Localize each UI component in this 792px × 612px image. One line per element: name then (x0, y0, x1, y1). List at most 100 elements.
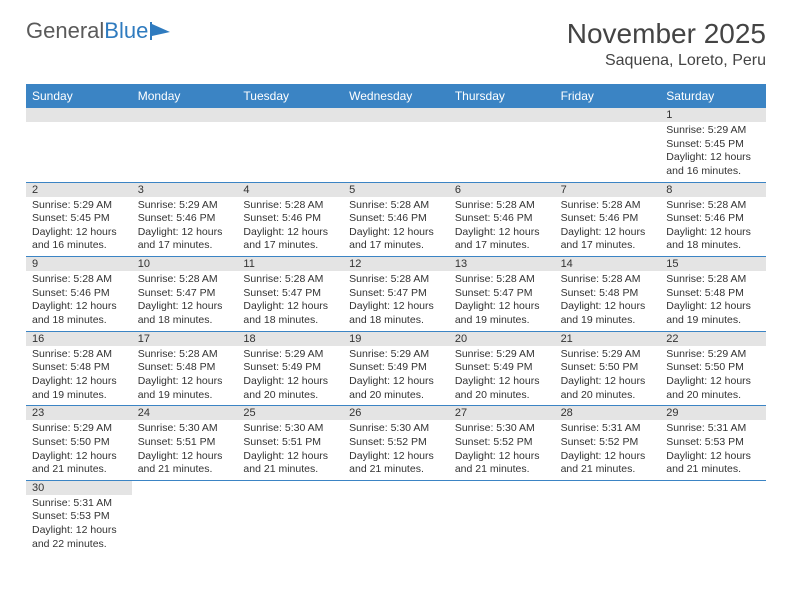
daylight-line: Daylight: 12 hours and 17 minutes. (561, 226, 655, 253)
sunset-line: Sunset: 5:50 PM (32, 436, 126, 450)
date-number: 26 (343, 406, 449, 420)
sunrise-line: Sunrise: 5:29 AM (32, 199, 126, 213)
daylight-line: Daylight: 12 hours and 19 minutes. (138, 375, 232, 402)
calendar-cell: 17Sunrise: 5:28 AMSunset: 5:48 PMDayligh… (132, 332, 238, 406)
calendar-cell-empty (449, 481, 555, 555)
sunrise-line: Sunrise: 5:28 AM (243, 199, 337, 213)
date-number (449, 481, 555, 495)
daylight-line: Daylight: 12 hours and 21 minutes. (349, 450, 443, 477)
daylight-line: Daylight: 12 hours and 16 minutes. (32, 226, 126, 253)
sunset-line: Sunset: 5:46 PM (349, 212, 443, 226)
daylight-line: Daylight: 12 hours and 21 minutes. (561, 450, 655, 477)
daylight-line: Daylight: 12 hours and 18 minutes. (349, 300, 443, 327)
sunrise-line: Sunrise: 5:30 AM (455, 422, 549, 436)
calendar-cell: 6Sunrise: 5:28 AMSunset: 5:46 PMDaylight… (449, 183, 555, 257)
weekday-tue: Tuesday (237, 84, 343, 108)
sunset-line: Sunset: 5:48 PM (666, 287, 760, 301)
sunrise-line: Sunrise: 5:31 AM (561, 422, 655, 436)
calendar-cell: 30Sunrise: 5:31 AMSunset: 5:53 PMDayligh… (26, 481, 132, 555)
daylight-line: Daylight: 12 hours and 17 minutes. (138, 226, 232, 253)
date-number (237, 481, 343, 495)
daylight-line: Daylight: 12 hours and 18 minutes. (666, 226, 760, 253)
calendar-cell: 14Sunrise: 5:28 AMSunset: 5:48 PMDayligh… (555, 257, 661, 331)
sunrise-line: Sunrise: 5:28 AM (666, 199, 760, 213)
sunrise-line: Sunrise: 5:29 AM (243, 348, 337, 362)
logo-text-2: Blue (104, 18, 148, 44)
date-number: 4 (237, 183, 343, 197)
date-number (555, 481, 661, 495)
calendar-cell: 7Sunrise: 5:28 AMSunset: 5:46 PMDaylight… (555, 183, 661, 257)
weekday-thu: Thursday (449, 84, 555, 108)
daylight-line: Daylight: 12 hours and 20 minutes. (455, 375, 549, 402)
daylight-line: Daylight: 12 hours and 21 minutes. (138, 450, 232, 477)
date-number: 12 (343, 257, 449, 271)
date-number: 24 (132, 406, 238, 420)
date-number (343, 108, 449, 122)
calendar-cell: 2Sunrise: 5:29 AMSunset: 5:45 PMDaylight… (26, 183, 132, 257)
sunset-line: Sunset: 5:46 PM (32, 287, 126, 301)
sunset-line: Sunset: 5:46 PM (455, 212, 549, 226)
calendar-cell-empty (555, 108, 661, 182)
location: Saquena, Loreto, Peru (567, 52, 766, 70)
date-number (132, 108, 238, 122)
sunrise-line: Sunrise: 5:28 AM (138, 348, 232, 362)
calendar-cell-empty (555, 481, 661, 555)
calendar-cell: 25Sunrise: 5:30 AMSunset: 5:51 PMDayligh… (237, 406, 343, 480)
sunrise-line: Sunrise: 5:28 AM (561, 199, 655, 213)
title-block: November 2025 Saquena, Loreto, Peru (567, 18, 766, 70)
calendar-cell: 4Sunrise: 5:28 AMSunset: 5:46 PMDaylight… (237, 183, 343, 257)
calendar-cell: 28Sunrise: 5:31 AMSunset: 5:52 PMDayligh… (555, 406, 661, 480)
sunrise-line: Sunrise: 5:28 AM (455, 273, 549, 287)
date-number: 20 (449, 332, 555, 346)
daylight-line: Daylight: 12 hours and 16 minutes. (666, 151, 760, 178)
calendar-cell: 8Sunrise: 5:28 AMSunset: 5:46 PMDaylight… (660, 183, 766, 257)
sunset-line: Sunset: 5:45 PM (666, 138, 760, 152)
weekday-wed: Wednesday (343, 84, 449, 108)
sunset-line: Sunset: 5:48 PM (32, 361, 126, 375)
calendar-cell-empty (26, 108, 132, 182)
weekday-fri: Friday (555, 84, 661, 108)
sunset-line: Sunset: 5:48 PM (561, 287, 655, 301)
sunset-line: Sunset: 5:47 PM (349, 287, 443, 301)
date-number (660, 481, 766, 495)
date-number: 14 (555, 257, 661, 271)
logo: GeneralBlue (26, 18, 174, 44)
sunset-line: Sunset: 5:50 PM (561, 361, 655, 375)
sunrise-line: Sunrise: 5:30 AM (138, 422, 232, 436)
date-number: 19 (343, 332, 449, 346)
date-number: 6 (449, 183, 555, 197)
sunrise-line: Sunrise: 5:30 AM (243, 422, 337, 436)
logo-text-1: General (26, 18, 104, 44)
calendar-cell: 10Sunrise: 5:28 AMSunset: 5:47 PMDayligh… (132, 257, 238, 331)
daylight-line: Daylight: 12 hours and 19 minutes. (561, 300, 655, 327)
sunset-line: Sunset: 5:53 PM (666, 436, 760, 450)
calendar-cell: 18Sunrise: 5:29 AMSunset: 5:49 PMDayligh… (237, 332, 343, 406)
sunset-line: Sunset: 5:53 PM (32, 510, 126, 524)
sunset-line: Sunset: 5:46 PM (138, 212, 232, 226)
daylight-line: Daylight: 12 hours and 21 minutes. (666, 450, 760, 477)
sunset-line: Sunset: 5:45 PM (32, 212, 126, 226)
sunset-line: Sunset: 5:52 PM (349, 436, 443, 450)
calendar-cell: 27Sunrise: 5:30 AMSunset: 5:52 PMDayligh… (449, 406, 555, 480)
date-number: 5 (343, 183, 449, 197)
date-number: 7 (555, 183, 661, 197)
daylight-line: Daylight: 12 hours and 20 minutes. (349, 375, 443, 402)
calendar-week: 30Sunrise: 5:31 AMSunset: 5:53 PMDayligh… (26, 481, 766, 555)
calendar-cell: 3Sunrise: 5:29 AMSunset: 5:46 PMDaylight… (132, 183, 238, 257)
calendar-cell: 21Sunrise: 5:29 AMSunset: 5:50 PMDayligh… (555, 332, 661, 406)
calendar-week: 23Sunrise: 5:29 AMSunset: 5:50 PMDayligh… (26, 406, 766, 481)
date-number (237, 108, 343, 122)
daylight-line: Daylight: 12 hours and 17 minutes. (243, 226, 337, 253)
weekday-mon: Monday (132, 84, 238, 108)
calendar-cell: 12Sunrise: 5:28 AMSunset: 5:47 PMDayligh… (343, 257, 449, 331)
date-number: 1 (660, 108, 766, 122)
date-number: 25 (237, 406, 343, 420)
date-number: 9 (26, 257, 132, 271)
calendar-week: 2Sunrise: 5:29 AMSunset: 5:45 PMDaylight… (26, 183, 766, 258)
date-number (343, 481, 449, 495)
calendar-cell: 24Sunrise: 5:30 AMSunset: 5:51 PMDayligh… (132, 406, 238, 480)
date-number: 16 (26, 332, 132, 346)
calendar-cell: 29Sunrise: 5:31 AMSunset: 5:53 PMDayligh… (660, 406, 766, 480)
calendar-cell-empty (449, 108, 555, 182)
sunrise-line: Sunrise: 5:29 AM (455, 348, 549, 362)
